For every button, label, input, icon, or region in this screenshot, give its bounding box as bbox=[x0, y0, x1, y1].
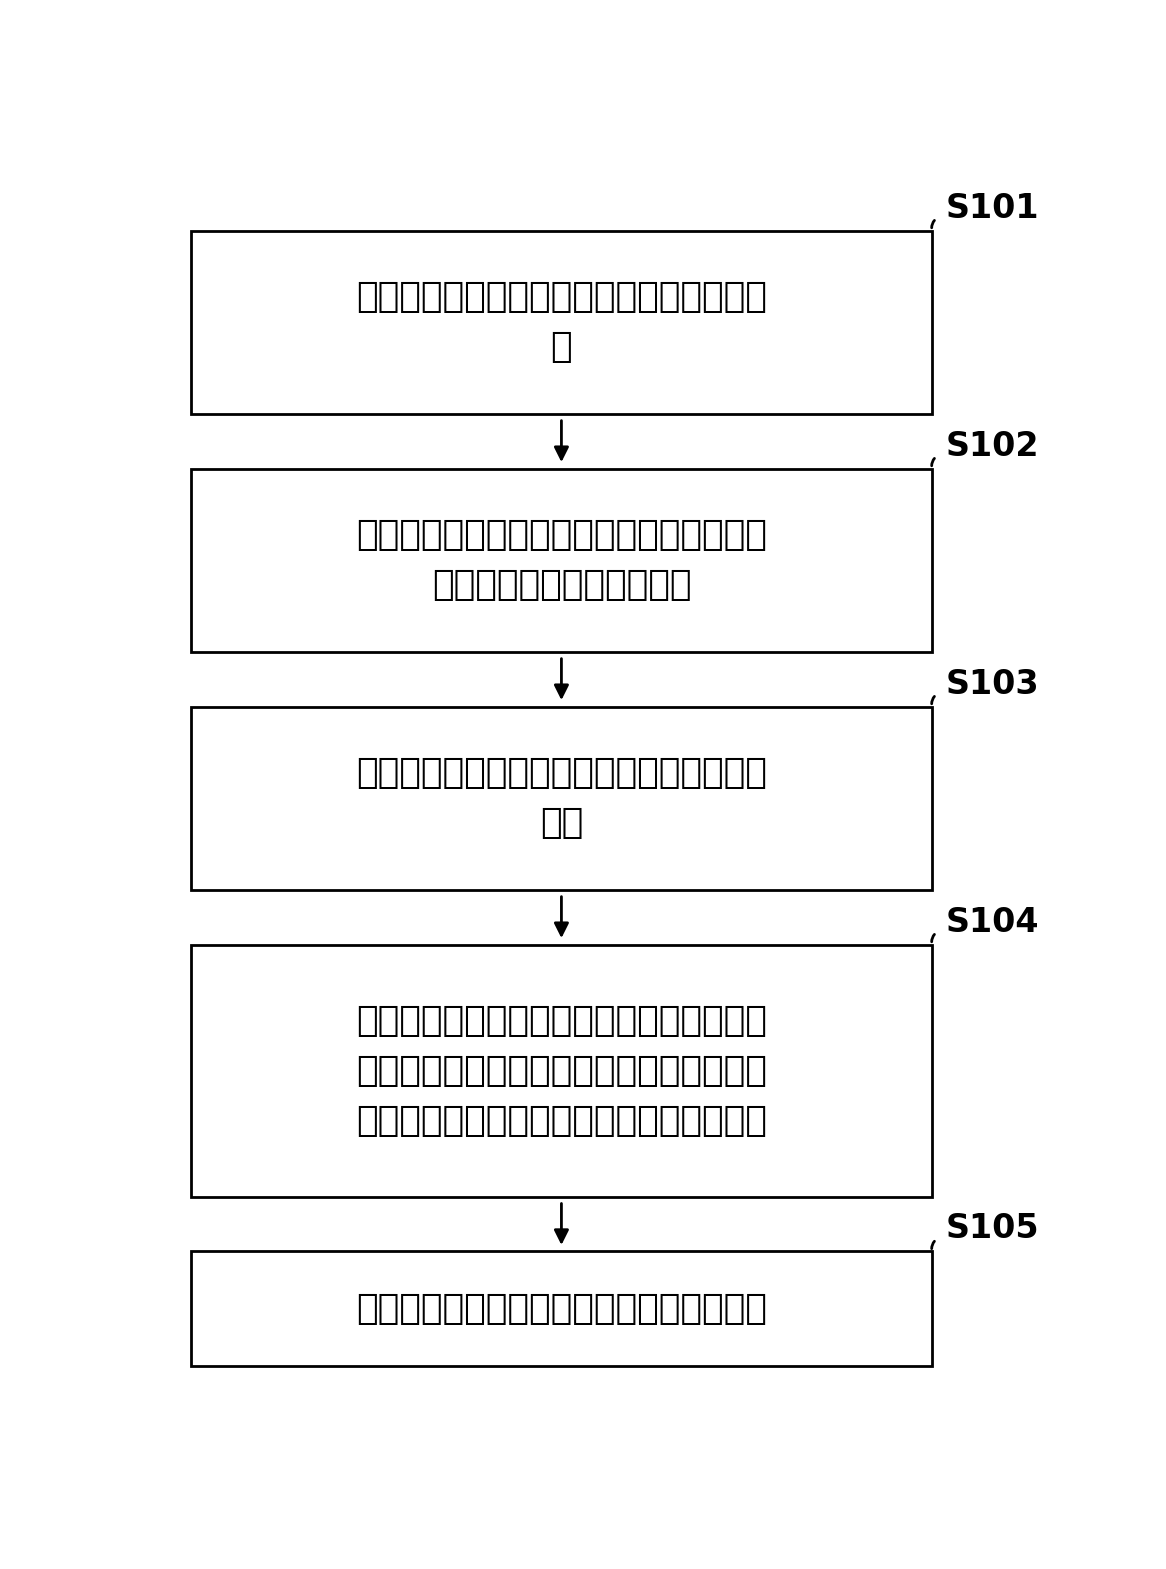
Bar bbox=[191, 469, 932, 653]
Text: S104: S104 bbox=[946, 905, 1039, 938]
Text: 根据每个客户端的资源空间使用率计算所述
目标系统的平均资源负载值: 根据每个客户端的资源空间使用率计算所述 目标系统的平均资源负载值 bbox=[356, 518, 767, 602]
Bar bbox=[191, 1252, 932, 1367]
Text: 若所述平均资源负载值大于预设负载阈值，
根据所述平均资源负载值以及所述预设负载
阈值计算所述目标系统进行扩容的扩容容量: 若所述平均资源负载值大于预设负载阈值， 根据所述平均资源负载值以及所述预设负载 … bbox=[356, 1004, 767, 1138]
Text: 判断所述平均资源负载值是否大于预设负载
阈值: 判断所述平均资源负载值是否大于预设负载 阈值 bbox=[356, 756, 767, 841]
Text: 根据所述扩容容量对所述目标系统进行扩容: 根据所述扩容容量对所述目标系统进行扩容 bbox=[356, 1291, 767, 1326]
Bar bbox=[191, 945, 932, 1197]
Bar bbox=[191, 231, 932, 414]
Text: 查询目标系统中每个客户端的资源空间使用
率: 查询目标系统中每个客户端的资源空间使用 率 bbox=[356, 281, 767, 364]
Text: S103: S103 bbox=[946, 667, 1039, 700]
Text: S105: S105 bbox=[946, 1213, 1039, 1246]
Bar bbox=[191, 706, 932, 890]
Text: S102: S102 bbox=[946, 430, 1039, 463]
Text: S101: S101 bbox=[946, 191, 1039, 224]
